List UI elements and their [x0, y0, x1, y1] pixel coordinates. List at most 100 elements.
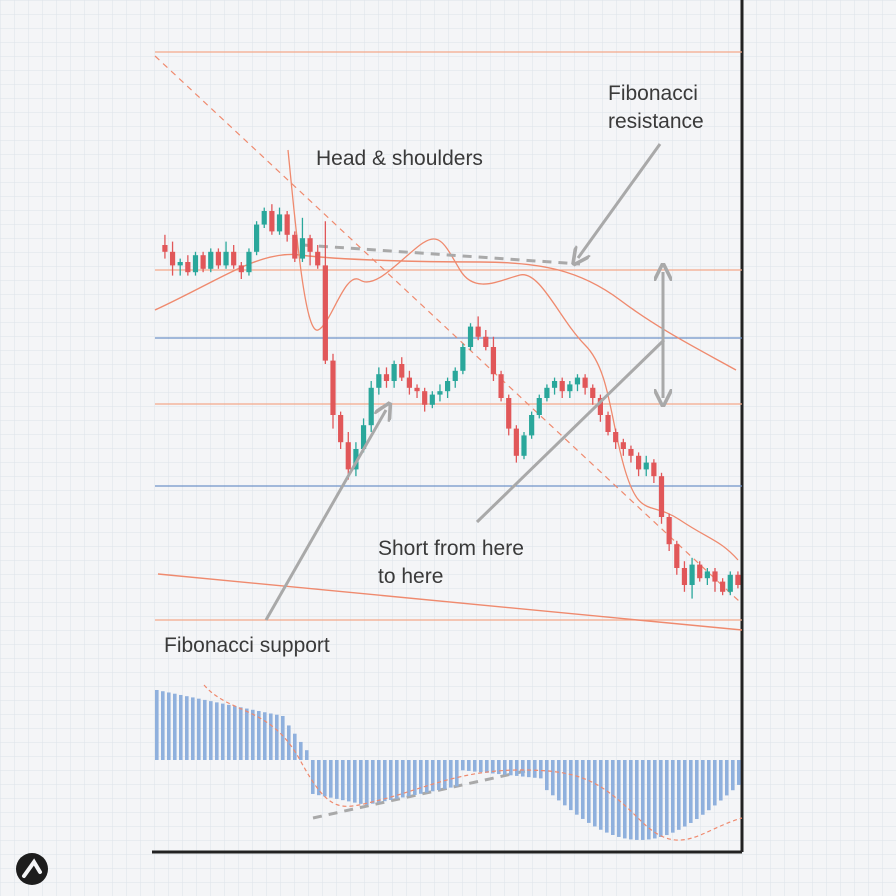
histogram-bar-27 [317, 760, 321, 796]
downtrend-dashed-line [154, 55, 741, 603]
candle-7 [215, 248, 221, 269]
histogram-bar-53 [473, 760, 477, 772]
candle-body [383, 374, 390, 381]
candle-11 [246, 248, 252, 276]
candle-6 [208, 248, 214, 273]
label-short-1: Short from here [378, 537, 524, 560]
candle-body [651, 462, 657, 477]
candle-body [735, 574, 741, 585]
candle-55 [582, 374, 588, 395]
candle-body [399, 364, 405, 378]
candle-53 [567, 381, 573, 398]
histogram-bar-92 [707, 760, 711, 811]
candle-62 [636, 452, 642, 477]
histogram-bar-94 [719, 760, 723, 801]
histogram-bar-68 [563, 760, 567, 806]
histogram-bar-80 [635, 760, 639, 840]
candle-0 [162, 234, 168, 259]
histogram-bar-48 [443, 760, 447, 789]
candle-body [215, 251, 221, 266]
macd-histogram [155, 684, 743, 841]
histogram-bar-12 [227, 704, 231, 760]
candle-45 [506, 394, 512, 436]
candle-body [353, 449, 359, 470]
histogram-bar-23 [293, 733, 297, 760]
histogram-bar-7 [197, 698, 201, 760]
candle-body [582, 377, 588, 388]
candle-body [231, 251, 237, 266]
histogram-bar-14 [239, 707, 243, 760]
candle-body [506, 398, 512, 429]
candle-38 [452, 367, 458, 388]
candle-body [261, 211, 267, 225]
candle-51 [551, 377, 558, 395]
candle-body [307, 238, 313, 252]
candle-25 [353, 442, 359, 477]
histogram-bar-87 [677, 760, 681, 830]
candle-body [315, 251, 321, 266]
candle-46 [513, 425, 519, 463]
candle-body [169, 251, 176, 266]
candle-37 [445, 377, 451, 398]
histogram-bar-10 [215, 702, 219, 760]
candle-68 [681, 561, 688, 592]
candle-5 [200, 251, 206, 273]
histogram-bar-73 [593, 760, 597, 827]
candle-body [368, 387, 374, 426]
histogram-bar-76 [611, 760, 615, 836]
candle-body [544, 387, 550, 398]
annotations [264, 143, 664, 621]
candle-body [643, 462, 649, 470]
histogram-bar-95 [725, 760, 729, 796]
candle-body [360, 425, 367, 449]
candle-57 [597, 394, 603, 422]
candle-body [513, 428, 519, 456]
histogram-bar-31 [341, 760, 345, 801]
candle-30 [391, 360, 397, 388]
histogram-bar-2 [167, 692, 171, 760]
candle-body [208, 251, 214, 269]
candle-body [620, 442, 626, 449]
candle-body [490, 347, 497, 375]
histogram-bar-81 [641, 760, 645, 840]
histogram-bar-8 [203, 699, 207, 760]
histogram-bar-19 [269, 713, 273, 760]
candle-49 [536, 394, 542, 419]
candle-56 [590, 384, 596, 405]
histogram-bar-42 [407, 760, 411, 797]
candle-body [292, 234, 298, 259]
macd-signal-line [203, 684, 743, 841]
histogram-bar-70 [575, 760, 579, 815]
fast-moving-average [287, 149, 739, 561]
candle-15 [276, 207, 283, 235]
fibonacci-levels [155, 51, 742, 621]
candle-39 [460, 343, 466, 375]
histogram-bar-16 [251, 709, 255, 760]
histogram-bar-22 [287, 725, 291, 760]
histogram-bar-69 [569, 760, 573, 811]
candle-13 [261, 207, 267, 228]
histogram-bar-29 [329, 760, 333, 798]
label-fib-support: Fibonacci support [164, 634, 330, 657]
candle-47 [521, 432, 527, 460]
candle-18 [299, 217, 306, 262]
candle-body [406, 377, 412, 388]
candle-body [460, 347, 466, 371]
histogram-bar-85 [665, 760, 669, 836]
label-head-shoulders: Head & shoulders [316, 147, 483, 170]
histogram-bar-41 [401, 760, 405, 798]
candle-body [536, 398, 542, 415]
candle-16 [284, 211, 290, 242]
candle-body [521, 435, 527, 456]
candle-61 [628, 445, 634, 463]
candle-9 [231, 245, 237, 269]
candle-body [529, 415, 535, 436]
histogram-bar-97 [737, 760, 741, 785]
candle-35 [429, 391, 435, 409]
candle-50 [544, 384, 550, 402]
candle-body [284, 214, 290, 235]
candle-body [223, 251, 229, 266]
label-short-2: to here [378, 565, 443, 588]
candle-24 [345, 432, 351, 480]
candle-4 [192, 251, 199, 276]
